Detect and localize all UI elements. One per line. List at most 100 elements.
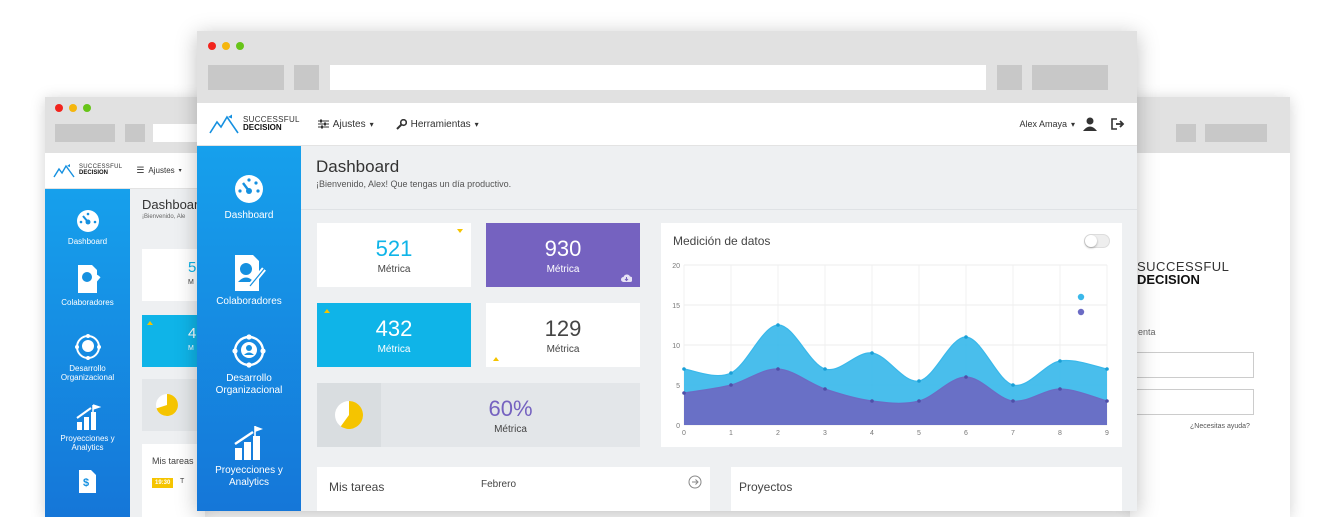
- metric-label: M: [188, 279, 194, 286]
- sidebar-item-label: Desarrollo Organizacional: [60, 364, 115, 383]
- y-tick-label: 15: [672, 303, 680, 310]
- toggle-knob: [1085, 235, 1097, 247]
- collaborator-doc-icon: [77, 265, 101, 293]
- series-area-1: [684, 368, 1107, 425]
- x-tick-label: 0: [682, 430, 686, 437]
- next-arrow-icon[interactable]: [688, 475, 702, 489]
- maximize-dot[interactable]: [83, 104, 91, 112]
- maximize-dot[interactable]: [236, 42, 244, 50]
- address-bar[interactable]: [153, 124, 205, 142]
- series-line-0: [683, 324, 1108, 386]
- x-tick-label: 6: [964, 430, 968, 437]
- sidebar-item-label: Proyecciones y Analytics: [60, 434, 115, 453]
- y-tick-label: 0: [676, 423, 680, 430]
- org-network-icon: [74, 334, 101, 360]
- nav-ajustes[interactable]: ☰ Ajustes ▾: [136, 165, 181, 176]
- sidebar-item-desarrollo[interactable]: Desarrollo Organizacional: [45, 334, 130, 404]
- y-tick-label: 10: [672, 343, 680, 350]
- top-nav: SUCCESSFUL DECISION Ajustes ▾ Herramienta…: [197, 103, 1137, 146]
- tasks-card: Mis tareas Febrero: [317, 467, 710, 511]
- logo-line1: SUCCESSFUL: [243, 115, 300, 125]
- user-icon: [1083, 117, 1097, 131]
- logo-line1: SUCCESSFUL: [1137, 259, 1230, 274]
- percent-value: 60%: [488, 395, 533, 421]
- data-point: [1058, 387, 1062, 391]
- gauge-icon: [76, 210, 99, 232]
- chart-toggle[interactable]: [1084, 234, 1110, 248]
- data-point: [682, 391, 686, 395]
- data-point: [917, 379, 921, 383]
- caret-down-icon: ▾: [474, 119, 479, 129]
- chart-card-title: Medición de datos: [673, 234, 771, 248]
- minimize-dot[interactable]: [222, 42, 230, 50]
- caret-down-icon: ▾: [369, 119, 374, 129]
- collaborator-doc-icon: [235, 255, 266, 291]
- legend-marker: [1077, 293, 1085, 301]
- trend-up-indicator: [324, 309, 330, 313]
- sidebar-item-finance[interactable]: $: [45, 469, 130, 499]
- logo[interactable]: SUCCESSFUL DECISION: [209, 114, 300, 134]
- metric-value: 129: [544, 315, 582, 341]
- growth-chart-icon: [234, 426, 263, 460]
- login-field-1[interactable]: [1130, 352, 1254, 378]
- nav-herramientas[interactable]: Herramientas ▾: [395, 118, 479, 130]
- sidebar-item-label: Dashboard: [224, 210, 274, 221]
- sidebar-item-proyecciones[interactable]: Proyecciones y Analytics: [45, 404, 130, 469]
- percent-card: [142, 379, 205, 431]
- svg-text:$: $: [83, 477, 89, 489]
- x-tick-label: 9: [1105, 430, 1109, 437]
- close-dot[interactable]: [208, 42, 216, 50]
- nav-ajustes-label: Ajustes: [148, 166, 175, 175]
- sidebar-item-label: Dashboard: [67, 237, 108, 246]
- login-logo: SUCCESSFUL DECISION: [1137, 260, 1229, 286]
- sidebar-item-colaboradores[interactable]: Colaboradores: [45, 264, 130, 334]
- logout-icon[interactable]: [1111, 118, 1125, 130]
- metric-value: 5: [188, 259, 197, 276]
- toolbar-placeholder: [997, 65, 1022, 90]
- close-dot[interactable]: [55, 104, 63, 112]
- nav-ajustes[interactable]: Ajustes ▾: [317, 118, 374, 130]
- sidebar-item-colaboradores[interactable]: Colaboradores: [197, 254, 301, 334]
- sidebar-item-dashboard[interactable]: Dashboard: [45, 209, 130, 264]
- nav-herramientas-label: Herramientas: [410, 118, 471, 130]
- data-point: [1105, 367, 1109, 371]
- data-point: [823, 367, 827, 371]
- x-tick-label: 8: [1058, 430, 1062, 437]
- metric-card-129: 129 Métrica: [486, 303, 640, 367]
- percent-label: Métrica: [494, 423, 527, 435]
- toolbar-placeholder: [1032, 65, 1108, 90]
- metric-label: Métrica: [377, 263, 411, 275]
- user-menu[interactable]: Alex Amaya ▾: [1019, 117, 1097, 131]
- caret-down-icon: ▾: [1070, 119, 1075, 129]
- login-field-2[interactable]: [1130, 389, 1254, 415]
- sidebar-item-proyecciones[interactable]: Proyecciones y Analytics: [197, 426, 301, 506]
- help-link[interactable]: ¿Necesitas ayuda?: [1190, 423, 1250, 430]
- data-point: [776, 323, 780, 327]
- nav-ajustes-label: Ajustes: [332, 118, 366, 130]
- user-name: Alex Amaya: [1019, 119, 1067, 129]
- page-header: Dashboard ¡Bienvenido, Alex! Que tengas …: [301, 146, 1137, 210]
- x-tick-label: 1: [729, 430, 733, 437]
- sidebar-item-desarrollo[interactable]: Desarrollo Organizacional: [197, 334, 301, 426]
- toolbar-placeholder: [1176, 124, 1196, 142]
- address-bar[interactable]: [330, 65, 986, 90]
- data-point: [964, 375, 968, 379]
- projects-title: Proyectos: [739, 480, 793, 494]
- sidebar-item-dashboard[interactable]: Dashboard: [197, 174, 301, 254]
- x-tick-label: 2: [776, 430, 780, 437]
- time-badge: 19:30: [152, 478, 174, 488]
- data-point: [917, 399, 921, 403]
- series-line-1: [683, 368, 1108, 404]
- percent-card: 60% Métrica: [317, 383, 640, 447]
- metric-value: 930: [544, 235, 582, 261]
- page-subtitle: ¡Bienvenido, Alex! Que tengas un día pro…: [316, 179, 512, 189]
- data-point: [870, 351, 874, 355]
- page-title: Dashboard: [316, 157, 400, 176]
- data-point: [729, 383, 733, 387]
- wrench-icon: [395, 118, 407, 130]
- main-browser-window: SUCCESSFUL DECISION Ajustes ▾ Herramienta…: [197, 31, 1137, 511]
- minimize-dot[interactable]: [69, 104, 77, 112]
- data-point: [1011, 383, 1015, 387]
